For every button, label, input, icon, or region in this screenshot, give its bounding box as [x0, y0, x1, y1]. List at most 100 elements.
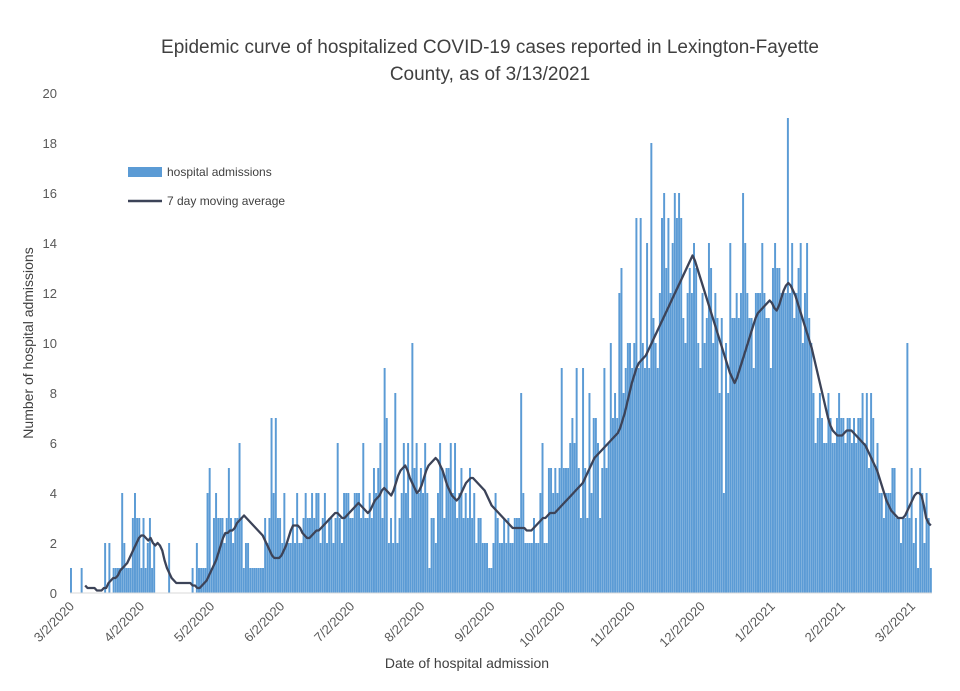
admission-bar — [492, 543, 495, 593]
x-tick-label: 11/2/2020 — [587, 599, 638, 650]
admission-bar — [140, 568, 143, 593]
admission-bar — [910, 468, 913, 593]
admission-bar — [588, 393, 591, 593]
admission-bar — [255, 568, 258, 593]
admission-bar — [626, 343, 629, 593]
admission-bar — [752, 368, 755, 593]
moving-average-line — [84, 254, 932, 592]
admission-bar — [308, 518, 311, 593]
admission-bar — [225, 518, 228, 593]
admission-bar — [509, 543, 512, 593]
admission-bar — [426, 493, 429, 593]
admission-bar — [370, 518, 373, 593]
admission-bar — [789, 293, 791, 593]
admission-bar — [466, 518, 469, 593]
admission-bar — [351, 518, 354, 593]
admission-bar — [733, 318, 736, 593]
admission-bar — [831, 443, 834, 593]
admission-bar — [353, 493, 356, 593]
admission-bar — [496, 518, 499, 593]
admission-bar — [311, 493, 314, 593]
x-tick-label: 6/2/2020 — [241, 599, 287, 645]
admission-bar — [573, 443, 576, 593]
admission-bar — [473, 493, 476, 593]
admission-bar — [396, 543, 399, 593]
admission-bar — [648, 368, 651, 593]
x-tick-label: 9/2/2020 — [451, 599, 497, 645]
admission-bar — [276, 518, 279, 593]
admission-bar — [390, 518, 393, 593]
admission-bar — [799, 243, 802, 593]
admission-bar — [633, 343, 636, 593]
admission-bar — [230, 518, 232, 593]
admission-bar — [646, 243, 649, 593]
y-tick-label: 12 — [43, 286, 57, 301]
admission-bar — [885, 493, 888, 593]
admission-bar — [464, 493, 467, 593]
bar-series — [70, 118, 932, 593]
admission-bar — [198, 568, 200, 593]
admission-bar — [212, 518, 215, 593]
admission-bar — [673, 193, 676, 593]
admission-bar — [887, 493, 890, 593]
admission-bar — [191, 568, 194, 593]
admission-bar — [490, 568, 493, 593]
admission-bar — [483, 543, 486, 593]
admission-bar — [289, 543, 292, 593]
admission-bar — [552, 493, 555, 593]
admission-bar — [631, 368, 634, 593]
admission-bar — [710, 268, 713, 593]
admission-bar — [247, 543, 250, 593]
admission-bar — [417, 493, 420, 593]
admission-bar — [419, 468, 422, 593]
y-tick-label: 16 — [43, 186, 57, 201]
admission-bar — [735, 293, 738, 593]
x-tick-label: 3/2/2020 — [31, 599, 77, 645]
admission-bar — [904, 518, 907, 593]
admission-bar — [757, 293, 759, 593]
admission-bar — [616, 418, 619, 593]
admission-bar — [780, 293, 783, 593]
admission-bar — [153, 543, 156, 593]
admission-bar — [867, 468, 870, 593]
admission-bar — [577, 468, 580, 593]
admission-bar — [302, 518, 305, 593]
admission-bar — [597, 443, 599, 593]
admission-bar — [729, 243, 732, 593]
admission-bar — [893, 468, 896, 593]
line-series — [84, 254, 932, 592]
admission-bar — [784, 293, 787, 593]
admission-bar — [592, 418, 595, 593]
admission-bar — [518, 518, 521, 593]
x-axis-tick-labels: 3/2/2020 4/2/2020 5/2/2020 6/2/2020 7/2/2020… — [31, 599, 918, 651]
x-tick-label: 8/2/2020 — [381, 599, 427, 645]
y-axis-tick-labels: 0 2 4 6 8 10 12 14 16 18 20 — [43, 86, 57, 601]
admission-bar — [385, 418, 388, 593]
admission-bar — [392, 543, 395, 593]
admission-bar — [238, 443, 241, 593]
admission-bar — [424, 443, 427, 593]
admission-bar — [622, 393, 625, 593]
admission-bar — [535, 543, 538, 593]
admission-bar — [366, 518, 369, 593]
admission-bar — [168, 543, 171, 593]
admission-bar — [776, 268, 779, 593]
admission-bar — [236, 518, 239, 593]
admission-bar — [272, 493, 275, 593]
admission-bar — [234, 518, 237, 593]
admission-bar — [129, 568, 132, 593]
admission-bar — [763, 293, 766, 593]
admission-bar — [445, 468, 448, 593]
admission-bar — [823, 443, 826, 593]
admission-bar — [923, 543, 926, 593]
admission-bar — [439, 443, 442, 593]
admission-bar — [338, 518, 341, 593]
admission-bar — [560, 368, 563, 593]
admission-bar — [326, 543, 328, 593]
admission-bar — [313, 518, 316, 593]
admission-bar — [614, 393, 617, 593]
admission-bar — [443, 518, 446, 593]
admission-bar — [108, 543, 111, 593]
admission-bar — [861, 393, 864, 593]
